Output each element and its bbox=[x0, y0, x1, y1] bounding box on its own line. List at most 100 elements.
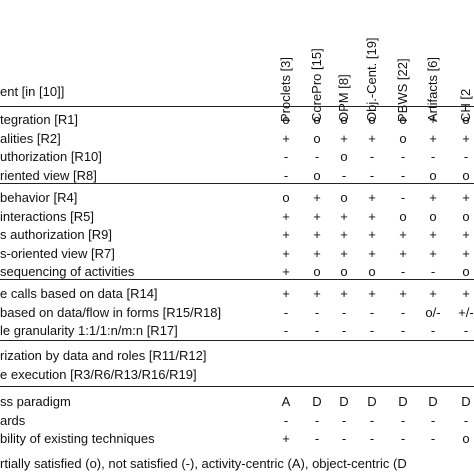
column-header-label: CorePro [15] bbox=[309, 48, 324, 122]
table-cell: + bbox=[429, 245, 437, 261]
row-label: riented view [R8] bbox=[0, 167, 97, 183]
table-cell: o bbox=[429, 208, 437, 224]
table-cell: - bbox=[369, 412, 375, 428]
table-cell: - bbox=[400, 304, 406, 320]
table-cell: + bbox=[368, 130, 376, 146]
table-cell: + bbox=[340, 245, 348, 261]
table-cell: o bbox=[313, 112, 321, 127]
table-cell: - bbox=[283, 323, 289, 338]
table-cell: o bbox=[340, 112, 348, 127]
table-cell: + bbox=[368, 286, 376, 301]
table-cell: + bbox=[282, 286, 290, 301]
table-cell: o bbox=[340, 264, 348, 279]
table-cell: + bbox=[313, 208, 321, 224]
table-cell: + bbox=[368, 190, 376, 205]
table-cell: + bbox=[399, 245, 407, 261]
row-label: sequencing of activities bbox=[0, 264, 135, 279]
table-cell: - bbox=[283, 304, 289, 320]
table-cell: + bbox=[462, 245, 470, 261]
table-cell: - bbox=[314, 304, 320, 320]
table-cell: o/- bbox=[425, 304, 441, 320]
table-cell: - bbox=[314, 149, 320, 164]
row-label: e calls based on data [R14] bbox=[0, 286, 158, 301]
table-cell: o bbox=[313, 167, 321, 183]
row-label: alities [R2] bbox=[0, 130, 61, 146]
table-cell: D bbox=[312, 394, 322, 409]
table-cell: - bbox=[430, 412, 436, 428]
group-separator bbox=[0, 183, 474, 184]
row-label: le granularity 1:1/1:n/m:n [R17] bbox=[0, 323, 178, 338]
table-cell: + bbox=[340, 130, 348, 146]
table-cell: o bbox=[429, 167, 437, 183]
table-cell: + bbox=[313, 245, 321, 261]
table-cell: + bbox=[429, 112, 437, 127]
table-cell: D bbox=[398, 394, 408, 409]
table-cell: + bbox=[429, 130, 437, 146]
table-cell: + bbox=[368, 227, 376, 242]
table-cell: o bbox=[368, 112, 376, 127]
table-cell: + bbox=[340, 286, 348, 301]
table-footnote: rtially satisfied (o), not satisfied (-)… bbox=[0, 456, 407, 471]
table-cell: o bbox=[368, 264, 376, 279]
row-label: ards bbox=[0, 412, 26, 428]
row-label: tegration [R1] bbox=[0, 112, 79, 127]
row-label: s-oriented view [R7] bbox=[0, 245, 115, 261]
table-cell: + bbox=[282, 130, 290, 146]
row-label: behavior [R4] bbox=[0, 190, 78, 205]
table-cell: - bbox=[314, 431, 320, 446]
table-cell: + bbox=[313, 227, 321, 242]
table-cell: - bbox=[369, 431, 375, 446]
table-cell: - bbox=[400, 149, 406, 164]
header-rule bbox=[0, 106, 474, 107]
table-cell: o bbox=[313, 130, 321, 146]
row-label: rization by data and roles [R11/R12] bbox=[0, 348, 207, 363]
table-cell: o bbox=[340, 149, 348, 164]
table-cell: D bbox=[339, 394, 349, 409]
table-cell: - bbox=[369, 149, 375, 164]
table-cell: o bbox=[462, 112, 470, 127]
table-cell: o bbox=[399, 130, 407, 146]
table-cell: + bbox=[340, 208, 348, 224]
table-cell: - bbox=[463, 149, 469, 164]
table-cell: - bbox=[314, 412, 320, 428]
table-cell: A bbox=[281, 394, 291, 409]
table-cell: - bbox=[369, 167, 375, 183]
table-cell: + bbox=[282, 431, 290, 446]
table-cell: - bbox=[341, 304, 347, 320]
table-cell: - bbox=[463, 323, 469, 338]
table-cell: o bbox=[282, 190, 290, 205]
table-cell: + bbox=[282, 264, 290, 279]
table-cell: + bbox=[368, 245, 376, 261]
table-cell: o bbox=[399, 112, 407, 127]
table-cell: + bbox=[429, 190, 437, 205]
table-cell: - bbox=[463, 412, 469, 428]
table-cell: + bbox=[340, 227, 348, 242]
table-cell: o bbox=[462, 264, 470, 279]
table-cell: - bbox=[400, 323, 406, 338]
table-cell: - bbox=[341, 167, 347, 183]
column-header-label: Obj.-Cent. [19] bbox=[364, 37, 379, 122]
table-cell: + bbox=[313, 190, 321, 205]
row-label: ss paradigm bbox=[0, 394, 71, 409]
table-cell: o bbox=[462, 208, 470, 224]
table-cell: D bbox=[367, 394, 377, 409]
table-cell: o bbox=[340, 190, 348, 205]
table-cell: + bbox=[368, 208, 376, 224]
table-cell: - bbox=[400, 412, 406, 428]
table-cell: + bbox=[399, 286, 407, 301]
table-cell: - bbox=[369, 304, 375, 320]
table-cell: - bbox=[341, 431, 347, 446]
row-label: s authorization [R9] bbox=[0, 227, 113, 242]
table-cell: + bbox=[462, 190, 470, 205]
table-cell: - bbox=[430, 323, 436, 338]
table-cell: - bbox=[400, 264, 406, 279]
table-cell: + bbox=[399, 227, 407, 242]
table-cell: o bbox=[282, 112, 290, 127]
table-cell: + bbox=[429, 286, 437, 301]
table-cell: - bbox=[400, 167, 406, 183]
row-label: uthorization [R10] bbox=[0, 149, 102, 164]
table-cell: + bbox=[462, 130, 470, 146]
table-cell: - bbox=[341, 323, 347, 338]
row-label: e execution [R3/R6/R13/R16/R19] bbox=[0, 366, 197, 382]
table-cell: - bbox=[400, 190, 406, 205]
